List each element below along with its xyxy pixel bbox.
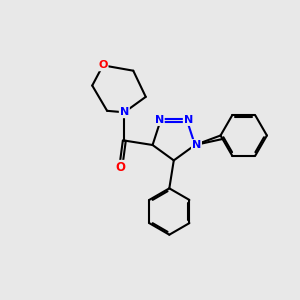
Text: N: N	[154, 115, 164, 125]
Text: O: O	[116, 161, 126, 174]
Text: N: N	[192, 140, 201, 150]
Text: N: N	[184, 115, 193, 125]
Text: N: N	[120, 107, 129, 117]
Text: O: O	[98, 60, 108, 70]
